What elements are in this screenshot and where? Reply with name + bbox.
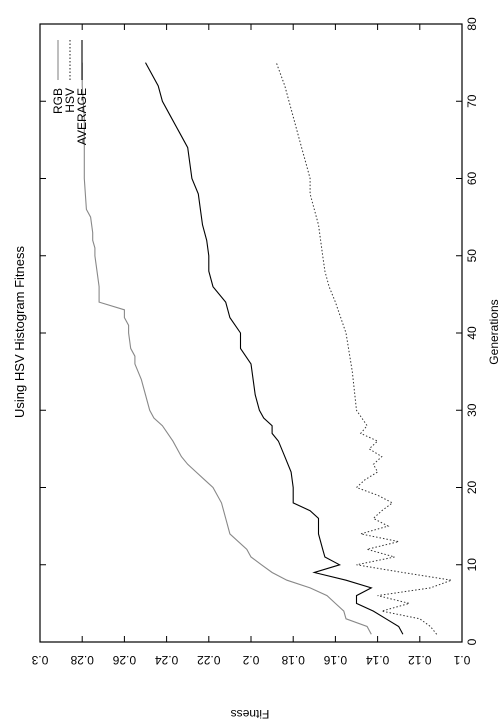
- x-tick-label: 50: [465, 249, 479, 263]
- series-line-rgb: [81, 62, 372, 635]
- x-tick-label: 60: [465, 172, 479, 186]
- x-tick-label: 20: [465, 481, 479, 495]
- x-axis-label: Generations: [487, 299, 501, 364]
- axis-ticks: 0 10 20 30 40 50 60 70 80 0.1 0.12 0.14 0.16 0.18 0.2 0…: [31, 17, 479, 667]
- y-tick-label: 0.26: [112, 653, 136, 667]
- legend-label-hsv: HSV: [63, 88, 77, 113]
- legend-label-rgb: RGB: [51, 88, 65, 114]
- x-tick-label: 10: [465, 558, 479, 572]
- x-tick-label: 0: [465, 638, 479, 645]
- y-axis-label: Fitness: [231, 707, 270, 720]
- x-tick-label: 40: [465, 326, 479, 340]
- series-lines: [81, 62, 454, 635]
- x-tick-label: 70: [465, 94, 479, 108]
- y-tick-label: 0.16: [323, 653, 347, 667]
- series-line-average: [145, 62, 404, 635]
- chart-title: Using HSV Histogram Fitness: [12, 246, 27, 418]
- y-tick-label: 0.18: [281, 653, 305, 667]
- y-tick-label: 0.1: [453, 653, 470, 667]
- y-tick-label: 0.28: [70, 653, 94, 667]
- x-tick-label: 80: [465, 17, 479, 31]
- y-tick-label: 0.12: [408, 653, 432, 667]
- series-line-hsv: [275, 62, 454, 635]
- y-tick-label: 0.3: [31, 653, 48, 667]
- y-tick-label: 0.14: [366, 653, 390, 667]
- y-tick-label: 0.2: [242, 653, 259, 667]
- y-tick-label: 0.22: [197, 653, 221, 667]
- legend-label-average: AVERAGE: [75, 88, 89, 145]
- plot-frame: [39, 23, 463, 643]
- y-tick-label: 0.24: [155, 653, 179, 667]
- x-tick-label: 30: [465, 403, 479, 417]
